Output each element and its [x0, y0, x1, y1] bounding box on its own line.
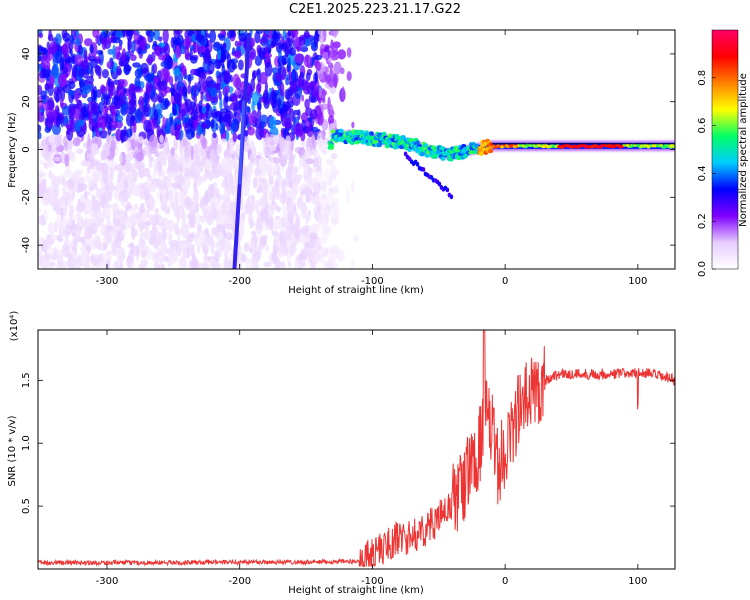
- colorbar-tick-label: 0.4: [697, 165, 708, 181]
- snr-background: [38, 330, 675, 569]
- colorbar-ticks: 0.0 0.2 0.4 0.6 0.8: [697, 70, 716, 277]
- top-x-tick-label: -100: [361, 276, 384, 287]
- top-y-tick-label: 20: [21, 95, 32, 108]
- snr-series-line: [38, 330, 675, 567]
- top-y-tick-label: -20: [21, 189, 32, 205]
- bottom-x-tick-label: 100: [628, 576, 647, 587]
- bottom-y-axis-label: SNR (10 * v/v): [7, 415, 18, 486]
- bottom-x-ticks: -300 -200 -100 0 100: [96, 330, 647, 587]
- top-y-tick-label: 40: [21, 48, 32, 61]
- page-title: C2E1.2025.223.21.17.G22: [288, 2, 462, 17]
- doppler-track: [327, 128, 675, 200]
- bottom-y-ticks: 0.5 1.0 1.5: [21, 372, 675, 514]
- bottom-x-axis-label: Height of straight line (km): [288, 585, 424, 596]
- colorbar: 0.0 0.2 0.4 0.6 0.8 Normalized spectral ampl…: [697, 29, 749, 277]
- top-x-tick-label: -300: [96, 276, 119, 287]
- top-y-tick-label: -40: [21, 237, 32, 253]
- top-x-tick-label: -200: [228, 276, 251, 287]
- bottom-x-tick-label: 0: [502, 576, 508, 587]
- colorbar-label: Normalized spectral amplitude: [738, 73, 749, 227]
- colorbar-tick-label: 0.6: [697, 118, 708, 134]
- top-x-axis-label: Height of straight line (km): [288, 285, 424, 296]
- bottom-x-tick-label: -100: [361, 576, 384, 587]
- colorbar-frame: [711, 29, 739, 270]
- top-x-tick-label: 100: [628, 276, 647, 287]
- diagonal-streaks: [232, 32, 252, 269]
- bottom-y-multiplier: (x10⁴): [9, 311, 20, 342]
- colorbar-gradient: [712, 30, 738, 269]
- bottom-y-tick-label: 1.0: [21, 435, 32, 451]
- diagonal-streak: [238, 100, 246, 185]
- top-y-ticks: -40 -20 0 20 40: [21, 48, 675, 253]
- bottom-y-tick-label: 0.5: [21, 498, 32, 514]
- top-x-tick-label: 0: [502, 276, 508, 287]
- colorbar-tick-label: 0.2: [697, 213, 708, 229]
- top-y-axis-label: Frequency (Hz): [7, 112, 18, 188]
- colorbar-tick-label: 0.0: [697, 261, 708, 277]
- snr-panel: -300 -200 -100 0 100 0.5 1.0 1.5 Height of str…: [7, 311, 676, 596]
- colorbar-tick-label: 0.8: [697, 70, 708, 86]
- top-y-tick-label: 0: [21, 146, 32, 152]
- noise-cloud: [38, 30, 359, 269]
- bottom-y-tick-label: 1.5: [21, 372, 32, 388]
- snr-frame: [37, 329, 676, 570]
- bottom-x-tick-label: -300: [96, 576, 119, 587]
- bottom-x-tick-label: -200: [228, 576, 251, 587]
- top-x-ticks: -300 -200 -100 0 100: [96, 30, 647, 287]
